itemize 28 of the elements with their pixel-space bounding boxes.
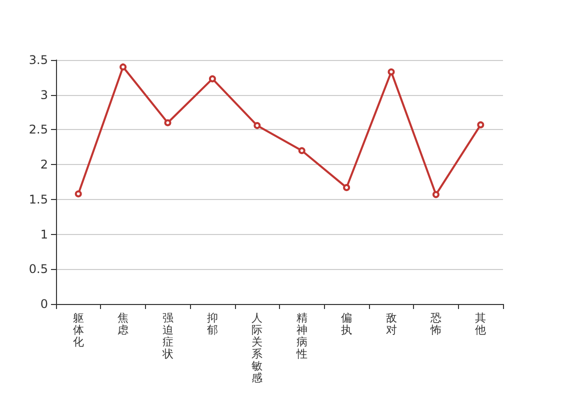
x-tick-label: 偏执 xyxy=(341,312,352,336)
y-tick-label: 1 xyxy=(40,227,48,242)
x-tick-label: 精神病性 xyxy=(295,312,308,360)
x-tick-label: 其他 xyxy=(475,312,486,336)
x-tick-label: 抑郁 xyxy=(206,312,218,336)
y-tick-label: 3.5 xyxy=(28,53,48,67)
y-tick-label: 2.5 xyxy=(28,122,48,137)
point xyxy=(120,63,127,70)
x-tick-label: 强迫症状 xyxy=(161,312,174,360)
point xyxy=(388,68,395,76)
y-tick-label: 2 xyxy=(40,158,48,172)
x-tick-label: 躯体化 xyxy=(72,312,84,348)
point xyxy=(298,147,306,154)
point xyxy=(343,184,350,192)
y-tick-label: 0 xyxy=(40,297,48,311)
y-tick-label: 0.5 xyxy=(28,262,48,276)
x-tick-label: 焦虑 xyxy=(118,312,129,336)
x-tick-label: 人际关系敏感 xyxy=(252,312,263,384)
x-tick-label: 敌对 xyxy=(386,312,397,336)
point xyxy=(477,121,484,128)
y-tick-label: 3 xyxy=(40,88,48,102)
point xyxy=(432,191,440,198)
point xyxy=(164,119,172,126)
point xyxy=(254,122,261,130)
point xyxy=(208,75,216,82)
x-tick-label: 恐怖 xyxy=(429,312,442,336)
y-tick-label: 1.5 xyxy=(28,192,48,206)
point xyxy=(74,190,82,198)
